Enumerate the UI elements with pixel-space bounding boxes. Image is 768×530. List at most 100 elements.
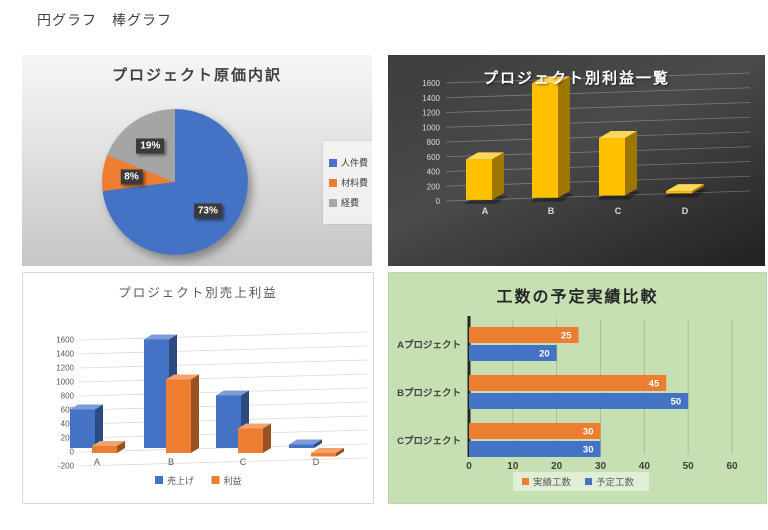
y-tick-label: 1200 <box>56 364 74 373</box>
bar-top-face <box>166 374 199 380</box>
bar-side-face <box>558 76 570 198</box>
y-tick-label: 1600 <box>56 336 74 345</box>
sales-profit-bar-chart-title: プロジェクト別売上利益 <box>118 286 278 300</box>
legend-item: 材料費 <box>329 176 368 189</box>
y-tick-label: 1600 <box>422 79 440 88</box>
bar[interactable] <box>144 339 169 449</box>
y-tick-label: 1000 <box>56 378 74 387</box>
legend-label: 人件費 <box>341 158 369 168</box>
x-tick-label: 30 <box>595 461 607 472</box>
bar-top-face <box>216 390 249 396</box>
y-tick-label: 0 <box>70 448 75 457</box>
bar-side-face <box>117 441 125 453</box>
category-label: C <box>240 457 247 467</box>
gridline <box>78 457 368 467</box>
bar[interactable] <box>469 441 601 457</box>
category-label: B <box>168 457 174 467</box>
legend-item: 経費 <box>329 196 368 209</box>
y-tick-label: 1400 <box>56 350 74 359</box>
pie-chart-title: プロジェクト原価内訳 <box>111 67 282 84</box>
bar[interactable] <box>469 393 689 409</box>
legend-swatch-icon <box>329 198 337 207</box>
bar-value-label: 45 <box>649 379 660 390</box>
workload-hbar-chart-panel[interactable]: 0 10 20 30 40 50 60 25 20 Aプロジェクト 45 50 Bプロジェクト 30 30 C… <box>388 272 767 504</box>
pie-legend: 人件費 材料費 経費 <box>323 141 372 224</box>
y-tick-label: 1200 <box>422 109 440 118</box>
bar[interactable] <box>466 159 492 200</box>
bar-top-face <box>599 131 637 139</box>
legend-label: 予定工数 <box>596 477 635 489</box>
sales-profit-bar-chart-plot[interactable]: -200 0 200 400 600 800 1000 1200 1400 1600 A B C D 売上げ… <box>23 273 373 503</box>
gridline <box>78 373 368 383</box>
profit-bar-chart-plot[interactable]: 0 200 400 600 800 1000 1200 1400 1600 A B C D <box>388 55 765 266</box>
bar[interactable] <box>238 428 263 454</box>
bar[interactable] <box>599 138 625 196</box>
x-tick-label: 50 <box>683 461 695 472</box>
bar[interactable] <box>532 83 558 198</box>
legend-swatch-icon <box>522 478 529 485</box>
legend-swatch-icon <box>329 158 337 167</box>
y-tick-label: 800 <box>427 138 441 147</box>
legend-swatch-icon <box>211 476 220 484</box>
bar[interactable] <box>92 446 117 453</box>
bar[interactable] <box>166 379 191 454</box>
bar-top-face <box>238 423 271 429</box>
y-tick-label: 200 <box>427 182 441 191</box>
bar[interactable] <box>469 423 601 439</box>
profit-bar-chart-panel[interactable]: 0 200 400 600 800 1000 1200 1400 1600 A B C D プロジェクト… <box>388 55 765 266</box>
legend-label: 経費 <box>341 198 360 208</box>
bar-top-face <box>92 441 125 446</box>
bar[interactable] <box>216 395 241 449</box>
y-tick-label: 800 <box>61 392 75 401</box>
bar-side-face <box>336 448 344 457</box>
category-label: C <box>615 206 622 216</box>
category-label: A <box>94 457 100 467</box>
bar[interactable] <box>289 444 314 449</box>
bar[interactable] <box>70 409 95 449</box>
page-title: 円グラフ 棒グラフ <box>37 12 172 28</box>
pie-chart-panel[interactable]: プロジェクト原価内訳 73% 8% 19% 人件費 材料費 経費 <box>22 55 372 266</box>
legend-label: 実績工数 <box>533 477 572 489</box>
bar-value-label: 50 <box>671 397 682 408</box>
y-tick-label: 600 <box>427 153 441 162</box>
bar-top-face <box>70 404 103 410</box>
sales-profit-bar-chart-panel[interactable]: -200 0 200 400 600 800 1000 1200 1400 1600 A B C D 売上げ… <box>22 272 374 504</box>
bar-value-label: 20 <box>539 349 550 360</box>
bar-value-label: 25 <box>561 331 572 342</box>
x-tick-label: 60 <box>726 461 738 472</box>
x-tick-label: 40 <box>639 461 651 472</box>
bar[interactable] <box>469 345 557 361</box>
gridline <box>445 190 751 202</box>
gridline <box>78 359 368 369</box>
category-label: D <box>682 206 689 216</box>
gridline <box>78 331 368 341</box>
y-tick-label: 0 <box>436 197 441 206</box>
legend-swatch-icon <box>585 478 592 485</box>
x-tick-label: 10 <box>507 461 519 472</box>
legend-label: 材料費 <box>341 178 369 188</box>
legend-label: 売上げ <box>167 475 194 486</box>
y-tick-label: 1000 <box>422 123 440 132</box>
bar[interactable] <box>469 375 667 391</box>
bar-side-face <box>625 131 637 196</box>
category-label: D <box>313 457 320 467</box>
workload-hbar-chart-plot[interactable]: 0 10 20 30 40 50 602520Aプロジェクト4550Bプロジェクト3030C… <box>389 273 766 503</box>
category-label: Cプロジェクト <box>397 435 461 447</box>
category-label: B <box>548 206 555 216</box>
gridline <box>445 72 751 84</box>
category-label: Bプロジェクト <box>397 387 461 399</box>
bar-value-label: 30 <box>583 427 594 438</box>
legend-swatch-icon <box>155 476 163 484</box>
y-tick-label: 200 <box>61 434 75 443</box>
bar-side-face <box>95 404 103 448</box>
bar[interactable] <box>311 453 336 457</box>
bar[interactable] <box>469 327 579 343</box>
bar[interactable] <box>666 191 692 194</box>
gridline <box>445 116 751 128</box>
workload-hbar-chart-title: 工数の予定実績比較 <box>496 289 659 306</box>
y-tick-label: 1400 <box>422 94 440 103</box>
profit-bar-chart-title: プロジェクト別利益一覧 <box>482 70 670 87</box>
bar-top-face <box>666 184 704 192</box>
gridline <box>445 131 751 143</box>
pie-graphic[interactable] <box>102 109 248 255</box>
